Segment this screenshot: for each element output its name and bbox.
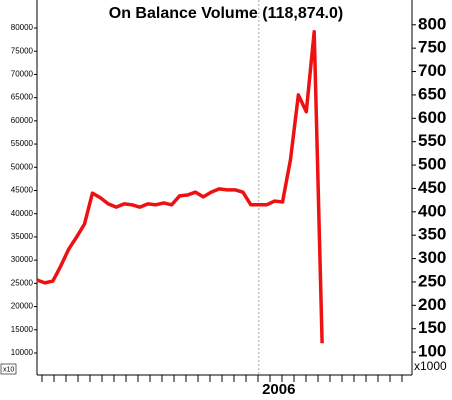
y2-tick-label: 600 bbox=[418, 108, 446, 127]
y2-tick-label: 100 bbox=[418, 342, 446, 361]
y2-multiplier: x1000 bbox=[414, 359, 447, 373]
y-tick-label: 70000 bbox=[11, 70, 34, 79]
y2-tick-label: 150 bbox=[418, 318, 446, 337]
y-tick-label: 30000 bbox=[11, 255, 34, 264]
y2-tick-label: 750 bbox=[418, 38, 446, 57]
y2-tick-label: 350 bbox=[418, 225, 446, 244]
y-tick-label: 10000 bbox=[11, 348, 34, 357]
y-tick-label: 40000 bbox=[11, 209, 34, 218]
y-tick-label: 15000 bbox=[11, 325, 34, 334]
y2-tick-label: 500 bbox=[418, 155, 446, 174]
y-tick-label: 50000 bbox=[11, 162, 34, 171]
y2-tick-label: 400 bbox=[418, 201, 446, 220]
y2-tick-label: 700 bbox=[418, 61, 446, 80]
multiplier-box bbox=[0, 363, 17, 375]
series-line bbox=[36, 30, 324, 344]
y-tick-label: 75000 bbox=[11, 46, 34, 55]
y2-tick-label: 550 bbox=[418, 131, 446, 150]
y-tick-label: 45000 bbox=[11, 186, 34, 195]
y-tick-label: 55000 bbox=[11, 139, 34, 148]
chart-title: On Balance Volume (118,874.0) bbox=[109, 5, 343, 22]
y-tick-label: 25000 bbox=[11, 278, 34, 287]
y-tick-label: 35000 bbox=[11, 232, 34, 241]
y2-tick-label: 650 bbox=[418, 84, 446, 103]
y2-tick-label: 250 bbox=[418, 271, 446, 290]
y-tick-label: 65000 bbox=[11, 93, 34, 102]
y2-tick-label: 450 bbox=[418, 178, 446, 197]
x-tick-label: 2006 bbox=[262, 381, 295, 398]
y-multiplier: x10 bbox=[3, 366, 14, 373]
y-tick-label: 60000 bbox=[11, 116, 34, 125]
y-tick-label: 80000 bbox=[11, 23, 34, 32]
y2-tick-label: 200 bbox=[418, 295, 446, 314]
y2-tick-label: 800 bbox=[418, 14, 446, 33]
y-tick-label: 20000 bbox=[11, 302, 34, 311]
y2-tick-label: 300 bbox=[418, 248, 446, 267]
